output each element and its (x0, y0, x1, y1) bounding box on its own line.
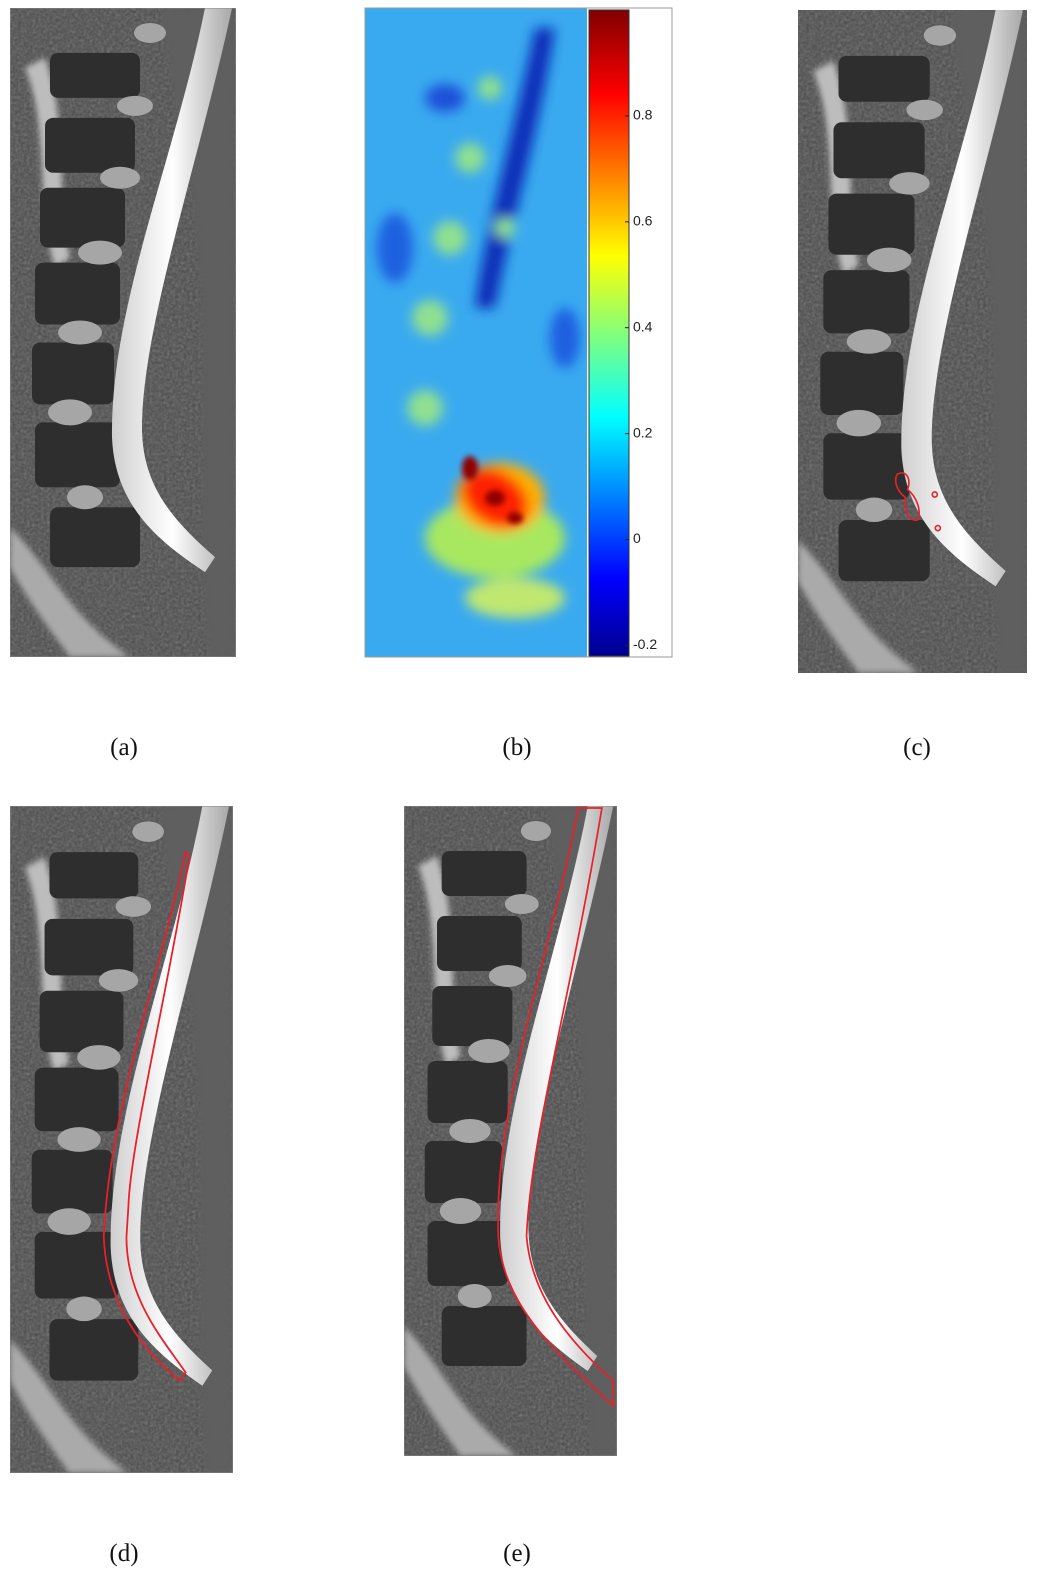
tick-label: 0.4 (633, 318, 653, 334)
panel-label: (b) (502, 734, 531, 761)
tick-label: -0.2 (633, 636, 657, 652)
colorbar (589, 10, 629, 656)
panel-label: (a) (110, 734, 138, 761)
page: 0.80.60.40.20-0.2 (a) (b) (c) (d) (e) ((… (0, 0, 1037, 1584)
heatmap (365, 8, 587, 657)
figure: 0.8 0.6 0.4 0.2 0 -0.2 (a) (b) (c) (d) (e) (0, 0, 1037, 1584)
mri-image (798, 10, 1027, 673)
panel-label: (d) (109, 1540, 138, 1567)
panel-label: (c) (903, 734, 931, 761)
mri-image (10, 806, 233, 1473)
tick-label: 0 (633, 530, 641, 546)
tick-label: 0.8 (633, 107, 653, 123)
mri-image (10, 8, 236, 657)
tick-label: 0.6 (633, 213, 653, 229)
panel-label: (e) (503, 1540, 531, 1567)
tick-label: 0.2 (633, 424, 653, 440)
mri-image (404, 806, 617, 1456)
colorbar-ticks: 0.8 0.6 0.4 0.2 0 -0.2 (625, 107, 657, 653)
